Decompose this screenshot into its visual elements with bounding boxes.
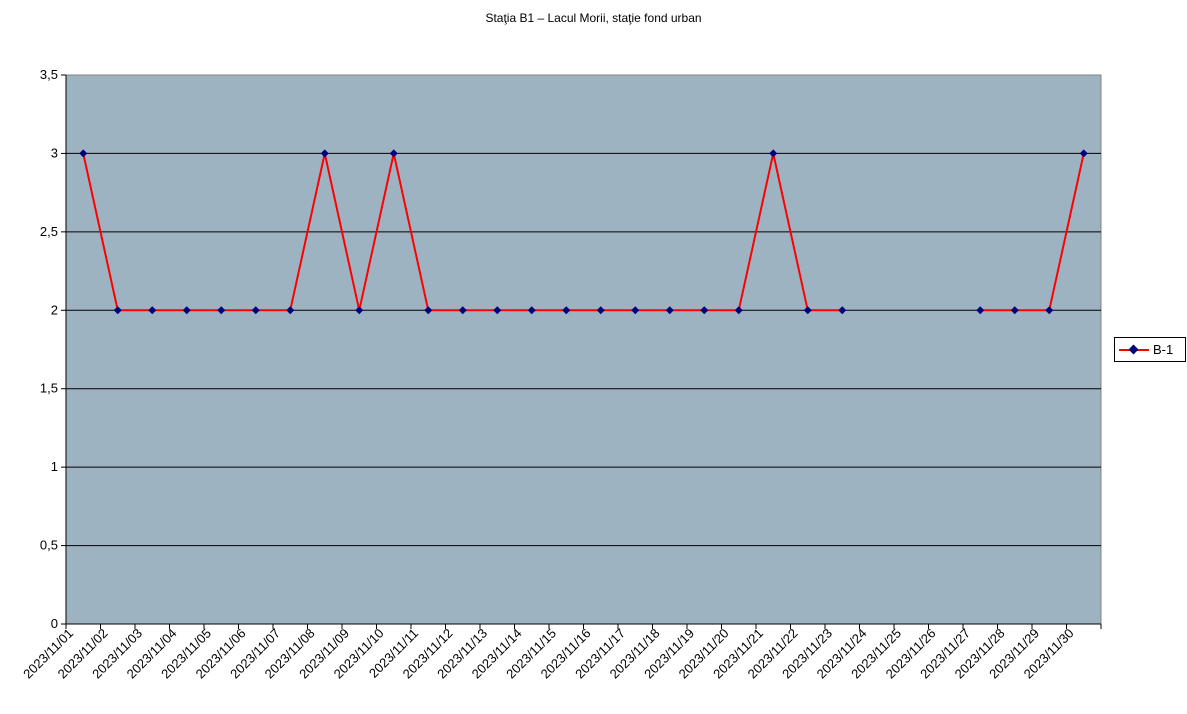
data-point-marker (113, 306, 122, 315)
data-point-marker (493, 306, 502, 315)
data-point-marker (79, 149, 88, 158)
data-point-marker (217, 306, 226, 315)
y-tick-label: 3 (51, 145, 58, 160)
data-point-marker (596, 306, 605, 315)
data-point-marker (665, 306, 674, 315)
chart-title: Staţia B1 – Lacul Morii, staţie fond urb… (485, 11, 702, 25)
data-point-marker (389, 149, 398, 158)
data-point-marker (458, 306, 467, 315)
legend: B-1 (1114, 337, 1186, 362)
legend-line-swatch (1119, 344, 1149, 354)
data-point-marker (320, 149, 329, 158)
data-point-marker (527, 306, 536, 315)
data-point-marker (734, 306, 743, 315)
data-point-marker (1045, 306, 1054, 315)
data-point-marker (631, 306, 640, 315)
data-point-marker (562, 306, 571, 315)
y-tick-label: 2 (51, 302, 58, 317)
data-point-marker (769, 149, 778, 158)
data-point-marker (700, 306, 709, 315)
data-point-marker (976, 306, 985, 315)
data-point-marker (1010, 306, 1019, 315)
series-line (980, 153, 1085, 312)
plot-area (65, 74, 1102, 625)
legend-diamond-marker (1128, 344, 1139, 354)
y-tick-label: 1,5 (40, 381, 58, 396)
y-tick-label: 1 (51, 459, 58, 474)
data-point-marker (148, 306, 157, 315)
data-point-marker (838, 306, 847, 315)
y-tick-label: 3,5 (40, 67, 58, 82)
legend-label: B-1 (1153, 342, 1174, 357)
data-point-marker (1079, 149, 1088, 158)
data-point-marker (803, 306, 812, 315)
data-point-marker (286, 306, 295, 315)
data-point-marker (251, 306, 260, 315)
data-point-marker (424, 306, 433, 315)
data-point-marker (355, 306, 364, 315)
data-point-marker (182, 306, 191, 315)
y-tick-label: 2,5 (40, 224, 58, 239)
y-tick-label: 0,5 (40, 538, 58, 553)
y-tick-label: 0 (51, 616, 58, 631)
